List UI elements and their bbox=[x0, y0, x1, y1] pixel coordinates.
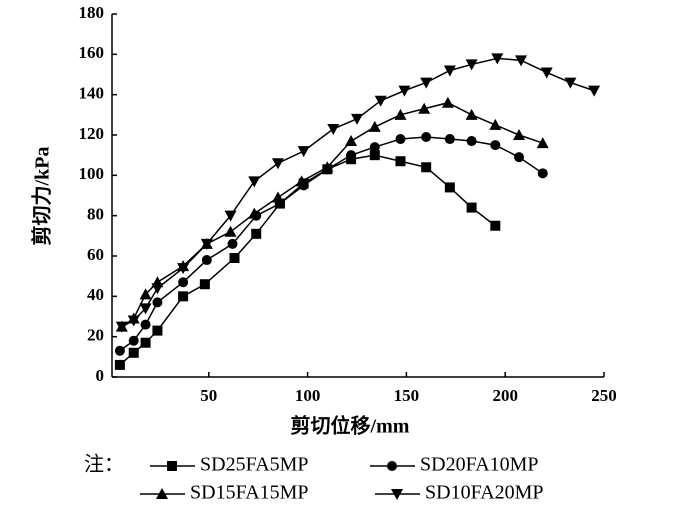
series-line bbox=[121, 101, 543, 328]
marker bbox=[540, 67, 553, 79]
marker bbox=[490, 140, 501, 151]
y-axis-title: 剪切力/kPa bbox=[30, 147, 54, 246]
marker bbox=[271, 191, 284, 203]
marker bbox=[200, 238, 213, 250]
marker bbox=[224, 225, 237, 237]
marker bbox=[248, 176, 261, 188]
marker bbox=[177, 263, 190, 275]
x-tick-label: 100 bbox=[295, 386, 321, 405]
legend-label: SD25FA5MP bbox=[200, 454, 309, 476]
legend-title: 注： bbox=[84, 453, 124, 476]
marker bbox=[398, 85, 411, 97]
legend-marker bbox=[387, 461, 397, 471]
marker bbox=[420, 77, 433, 89]
y-tick-label: 60 bbox=[87, 245, 104, 264]
marker bbox=[229, 253, 240, 264]
marker bbox=[127, 315, 140, 327]
marker bbox=[152, 297, 163, 308]
marker bbox=[327, 123, 340, 135]
marker bbox=[140, 319, 151, 330]
y-tick-label: 40 bbox=[87, 285, 104, 304]
legend-marker bbox=[167, 461, 177, 471]
marker bbox=[395, 156, 406, 167]
marker bbox=[368, 120, 381, 132]
marker bbox=[178, 277, 189, 288]
marker bbox=[421, 132, 432, 143]
series-line bbox=[121, 57, 595, 328]
marker bbox=[418, 102, 431, 114]
marker bbox=[513, 129, 526, 140]
marker bbox=[114, 345, 125, 356]
marker bbox=[178, 291, 189, 302]
marker bbox=[537, 168, 548, 179]
marker bbox=[491, 53, 504, 65]
marker bbox=[128, 335, 139, 346]
marker bbox=[588, 85, 601, 97]
y-tick-label: 140 bbox=[79, 84, 105, 103]
marker bbox=[139, 303, 152, 315]
x-tick-label: 150 bbox=[394, 386, 420, 405]
legend-label: SD20FA10MP bbox=[420, 454, 539, 476]
marker bbox=[199, 279, 210, 290]
marker bbox=[466, 202, 477, 213]
marker bbox=[465, 108, 478, 120]
marker bbox=[297, 146, 310, 158]
marker bbox=[369, 150, 380, 161]
marker bbox=[114, 359, 125, 370]
marker bbox=[115, 321, 128, 333]
marker bbox=[369, 142, 380, 153]
legend-marker bbox=[156, 488, 168, 499]
marker bbox=[564, 77, 577, 89]
marker bbox=[351, 113, 363, 125]
marker bbox=[466, 136, 477, 147]
marker bbox=[489, 118, 502, 130]
y-tick-label: 120 bbox=[79, 124, 105, 143]
marker bbox=[227, 238, 238, 249]
marker bbox=[128, 347, 139, 358]
marker bbox=[248, 207, 261, 219]
marker bbox=[465, 59, 478, 71]
marker bbox=[151, 283, 164, 295]
marker bbox=[345, 135, 358, 147]
y-tick-label: 100 bbox=[79, 164, 105, 183]
x-tick-label: 50 bbox=[200, 386, 217, 405]
marker bbox=[514, 152, 525, 163]
y-tick-label: 0 bbox=[96, 366, 105, 385]
y-tick-label: 80 bbox=[87, 205, 104, 224]
marker bbox=[443, 65, 456, 77]
marker bbox=[152, 325, 163, 336]
marker bbox=[224, 210, 237, 222]
y-tick-label: 180 bbox=[79, 3, 105, 22]
marker bbox=[444, 182, 455, 193]
y-tick-label: 20 bbox=[87, 326, 104, 345]
legend-marker bbox=[391, 489, 403, 500]
marker bbox=[251, 228, 262, 239]
marker bbox=[394, 108, 407, 120]
marker bbox=[490, 220, 501, 231]
marker bbox=[536, 137, 549, 149]
marker bbox=[201, 255, 212, 266]
marker bbox=[346, 150, 357, 161]
marker bbox=[271, 158, 284, 170]
legend-label: SD15FA15MP bbox=[190, 482, 309, 504]
marker bbox=[395, 134, 406, 145]
marker bbox=[444, 134, 455, 145]
x-axis-title: 剪切位移/mm bbox=[291, 414, 410, 438]
y-tick-label: 160 bbox=[79, 43, 105, 62]
marker bbox=[441, 96, 454, 108]
marker bbox=[321, 161, 334, 173]
marker bbox=[421, 162, 432, 173]
marker bbox=[139, 288, 152, 300]
marker bbox=[515, 55, 528, 67]
x-tick-label: 250 bbox=[591, 386, 617, 405]
marker bbox=[295, 175, 308, 187]
marker bbox=[140, 337, 151, 348]
legend-label: SD10FA20MP bbox=[425, 482, 544, 504]
x-tick-label: 200 bbox=[492, 386, 518, 405]
marker bbox=[374, 95, 387, 107]
